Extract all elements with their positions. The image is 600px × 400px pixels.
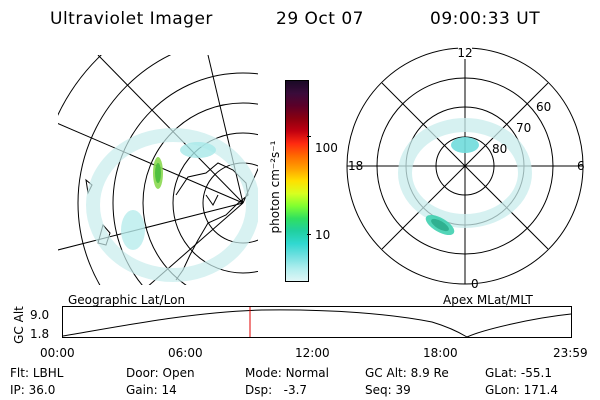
lat-circle (142, 102, 258, 285)
meridian-line (58, 123, 244, 204)
right-panel-caption: Apex MLat/MLT (443, 293, 533, 307)
mlt-label-6: 6 (577, 159, 585, 173)
altitude-timeline (62, 306, 572, 338)
left-panel-caption: Geographic Lat/Lon (68, 293, 186, 307)
timeline-x-tick-2359: 23:59 (553, 346, 588, 360)
status-mode: Mode: Normal (245, 366, 329, 380)
timeline-x-tick-0000: 00:00 (40, 346, 75, 360)
mlt-label-18: 18 (348, 159, 363, 173)
colorbar-tick-mark (307, 234, 311, 235)
mlt-label-0: 0 (471, 277, 479, 290)
status-glat: GLat: -55.1 (485, 366, 552, 380)
lat-circle (112, 72, 258, 285)
polar-auroral-oval (398, 118, 532, 236)
instrument-title: Ultraviolet Imager (50, 9, 213, 29)
status-ip: IP: 36.0 (10, 383, 56, 397)
status-seq: Seq: 39 (365, 383, 411, 397)
colorbar-tick-mark (307, 136, 311, 137)
status-gc-alt: GC Alt: 8.9 Re (365, 366, 449, 380)
lat-label-80: 80 (492, 142, 507, 156)
polar-plot-panel: 12 18 6 0 60 70 80 (346, 45, 585, 290)
status-door: Door: Open (126, 366, 195, 380)
status-dsp: Dsp: -3.7 (245, 383, 308, 397)
colorbar-unit-label: photon cm⁻²s⁻¹ (268, 140, 282, 234)
colorbar-tick-100: 100 (315, 141, 338, 155)
altitude-curve (62, 309, 572, 338)
lat-label-60: 60 (536, 100, 551, 114)
meridian-line (207, 55, 244, 204)
mlt-diagonal (381, 82, 549, 250)
status-glon: GLon: 171.4 (485, 383, 558, 397)
colorbar-tick-10: 10 (315, 228, 331, 242)
colorbar-gradient (286, 81, 308, 281)
lat-circle (77, 55, 172, 285)
timeline-x-tick-0600: 06:00 (168, 346, 203, 360)
geographic-map-panel (58, 55, 258, 285)
timeline-x-tick-1800: 18:00 (423, 346, 458, 360)
timeline-x-tick-1200: 12:00 (295, 346, 330, 360)
timeline-frame (62, 306, 572, 338)
coastline (175, 162, 249, 281)
timeline-y-axis-label: GC Alt (12, 306, 26, 344)
timeline-y-tick-min: 1.8 (30, 327, 50, 341)
auroral-emission (86, 128, 258, 282)
colorbar (285, 80, 309, 282)
lat-label-70: 70 (516, 121, 531, 135)
date-label: 29 Oct 07 (276, 9, 364, 29)
timeline-y-tick-max: 9.0 (30, 308, 50, 322)
lat-circle (172, 132, 258, 274)
time-label: 09:00:33 UT (430, 9, 541, 29)
status-gain: Gain: 14 (126, 383, 177, 397)
mlt-label-12: 12 (457, 46, 472, 60)
meridian-line (58, 202, 244, 251)
status-filter: Flt: LBHL (10, 366, 64, 380)
